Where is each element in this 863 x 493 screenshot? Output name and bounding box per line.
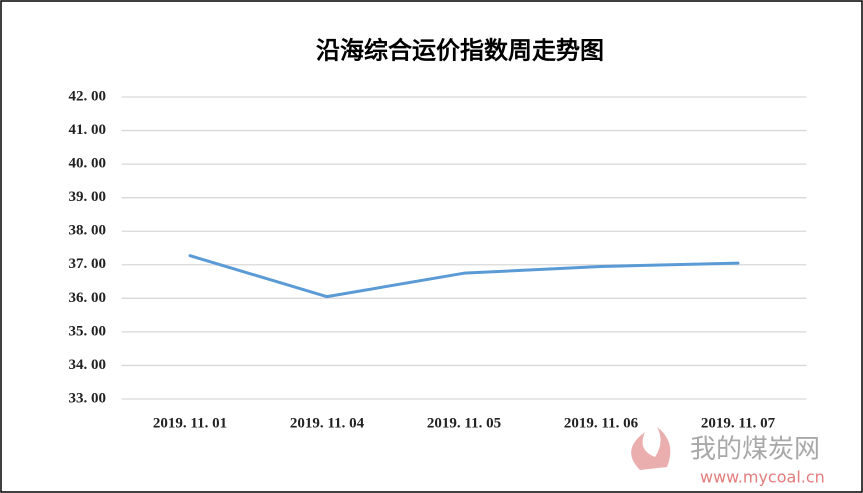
watermark-name: 我的煤炭网 bbox=[690, 435, 820, 465]
x-tick-label: 2019. 11. 06 bbox=[564, 415, 639, 431]
x-tick-label: 2019. 11. 05 bbox=[427, 415, 501, 431]
y-tick-label: 34. 00 bbox=[69, 357, 107, 373]
y-tick-label: 42. 00 bbox=[69, 88, 107, 104]
watermark-url: www.mycoal.cn bbox=[700, 468, 825, 487]
y-tick-label: 35. 00 bbox=[69, 323, 107, 339]
x-tick-label: 2019. 11. 04 bbox=[290, 415, 365, 431]
x-tick-label: 2019. 11. 01 bbox=[153, 415, 227, 431]
y-tick-label: 41. 00 bbox=[69, 122, 107, 138]
x-tick-label: 2019. 11. 07 bbox=[701, 415, 776, 431]
watermark: 我的煤炭网 www.mycoal.cn bbox=[631, 427, 825, 487]
y-tick-label: 33. 00 bbox=[69, 390, 107, 406]
y-tick-label: 39. 00 bbox=[69, 189, 107, 205]
line-series bbox=[188, 254, 740, 299]
y-tick-label: 36. 00 bbox=[69, 290, 107, 306]
y-tick-label: 38. 00 bbox=[69, 223, 107, 239]
chart-title: 沿海综合运价指数周走势图 bbox=[316, 37, 604, 65]
y-tick-label: 37. 00 bbox=[69, 256, 107, 272]
y-tick-label: 40. 00 bbox=[69, 156, 107, 172]
watermark-icon bbox=[631, 427, 671, 470]
